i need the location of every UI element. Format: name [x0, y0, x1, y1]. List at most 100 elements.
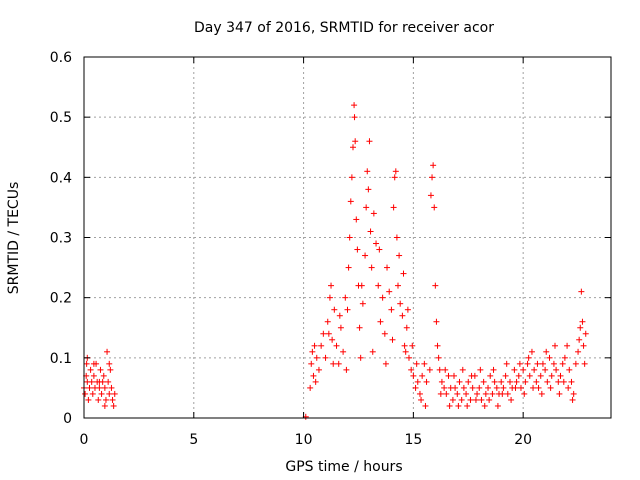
data-point	[330, 360, 337, 367]
data-point	[318, 342, 325, 349]
y-tick-labels: 0 0.1 0.2 0.3 0.4 0.5 0.6	[50, 50, 72, 427]
data-point	[82, 390, 89, 397]
data-point	[362, 252, 369, 259]
data-point	[485, 384, 492, 391]
data-point	[426, 366, 433, 373]
data-point	[468, 372, 475, 379]
data-point	[100, 372, 107, 379]
data-points	[81, 102, 589, 420]
data-point	[463, 390, 470, 397]
data-point	[481, 402, 488, 409]
data-point	[538, 390, 545, 397]
data-point	[376, 246, 383, 253]
data-point	[494, 402, 501, 409]
data-point	[375, 282, 382, 289]
data-point	[106, 360, 113, 367]
data-point	[416, 390, 423, 397]
data-point	[89, 390, 96, 397]
data-point	[454, 390, 461, 397]
data-point	[363, 204, 370, 211]
data-point	[458, 396, 465, 403]
data-point	[535, 384, 542, 391]
data-point	[324, 318, 331, 325]
data-point	[347, 198, 354, 205]
data-point	[104, 348, 111, 355]
data-point	[533, 378, 540, 385]
data-point	[455, 402, 462, 409]
data-point	[480, 378, 487, 385]
data-point	[342, 294, 349, 301]
y-tick-label: 0.3	[50, 231, 72, 247]
data-point	[542, 366, 549, 373]
data-point	[331, 306, 338, 313]
data-point	[460, 384, 467, 391]
data-point	[539, 360, 546, 367]
data-point	[564, 342, 571, 349]
data-point	[548, 372, 555, 379]
data-point	[86, 384, 93, 391]
data-point	[405, 354, 412, 361]
data-point	[578, 288, 585, 295]
data-point	[547, 384, 554, 391]
data-point	[336, 312, 343, 319]
data-point	[452, 384, 459, 391]
data-point	[344, 306, 351, 313]
data-point	[396, 252, 403, 259]
data-point	[580, 342, 587, 349]
data-point	[476, 384, 483, 391]
data-point	[409, 342, 416, 349]
data-point	[109, 396, 116, 403]
data-point	[517, 384, 524, 391]
data-point	[315, 366, 322, 373]
data-point	[431, 204, 438, 211]
data-point	[477, 366, 484, 373]
data-point	[526, 372, 533, 379]
data-point	[418, 396, 425, 403]
data-point	[101, 402, 108, 409]
data-point	[506, 378, 513, 385]
data-point	[105, 378, 112, 385]
y-tick-label: 0.6	[50, 50, 72, 66]
data-point	[423, 378, 430, 385]
data-point	[97, 366, 104, 373]
y-tick-label: 0.5	[50, 110, 72, 126]
data-point	[499, 390, 506, 397]
data-point	[467, 396, 474, 403]
data-point	[408, 366, 415, 373]
data-point	[560, 378, 567, 385]
data-point	[402, 348, 409, 355]
data-point	[413, 360, 420, 367]
data-point	[365, 186, 372, 193]
data-point	[489, 390, 496, 397]
data-point	[335, 360, 342, 367]
data-point	[570, 390, 577, 397]
data-point	[400, 270, 407, 277]
data-point	[352, 138, 359, 145]
data-point	[511, 366, 518, 373]
data-point	[502, 372, 509, 379]
data-point	[503, 360, 510, 367]
data-point	[107, 366, 114, 373]
data-point	[399, 312, 406, 319]
x-tick-label: 15	[404, 432, 422, 448]
data-point	[95, 396, 102, 403]
data-point	[504, 390, 511, 397]
data-point	[546, 354, 553, 361]
data-point	[490, 366, 497, 373]
data-point	[348, 174, 355, 181]
data-point	[98, 390, 105, 397]
data-point	[552, 342, 559, 349]
data-point	[576, 336, 583, 343]
x-tick-label: 0	[80, 432, 89, 448]
data-point	[555, 378, 562, 385]
data-point	[433, 318, 440, 325]
x-tick-labels: 0 5 10 15 20	[80, 432, 533, 448]
data-point	[333, 342, 340, 349]
data-point	[106, 390, 113, 397]
data-point	[386, 288, 393, 295]
data-point	[543, 348, 550, 355]
data-point	[359, 300, 366, 307]
data-point	[530, 384, 537, 391]
data-point	[464, 402, 471, 409]
